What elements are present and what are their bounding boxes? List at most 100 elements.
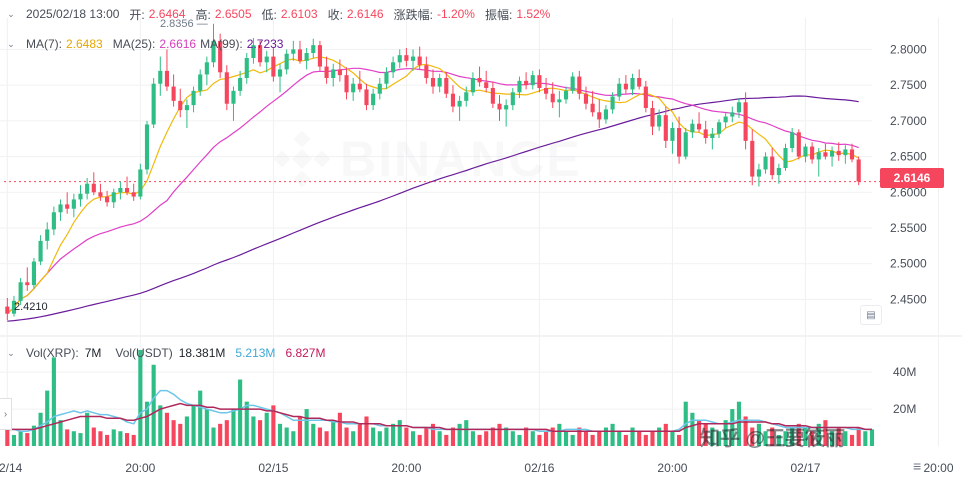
volume-ma10-line [7,402,872,432]
volume-bar [284,427,289,446]
volume-bar [577,427,582,446]
candle-body [284,53,289,70]
volume-bar [204,409,209,446]
time-axis-ticks: 02/14 20:00 02/15 20:00 02/16 20:00 02/17 20:00… [0,461,954,475]
volume-bar [830,431,835,446]
candle-body [696,123,702,130]
candle-body [557,99,562,103]
volume-bar [643,434,648,446]
candle-body [683,132,688,157]
candle-body [111,192,116,203]
candle-body [337,69,342,76]
candle-body [657,115,662,127]
candle-body [351,83,356,93]
candle-body [597,112,602,120]
volume-bar [304,409,309,446]
volume-bar [517,434,522,446]
volume-bar [657,427,662,446]
chevron-down-icon[interactable]: ⌄ [7,38,15,49]
volume-bar [71,431,76,446]
candle-body [763,156,768,170]
volume-bar [770,427,775,446]
candle-body [530,75,535,86]
volume-bar [504,427,509,446]
candle-body [391,62,396,73]
volume-bar [763,431,768,446]
volume-bar [823,420,828,446]
axis-scale-icon[interactable]: ≡ [913,458,922,474]
volume-bar [231,409,236,446]
volume-bar [78,433,83,446]
candle-body [430,78,436,87]
low-value: 2.6103 [280,7,318,21]
candle-body [544,88,549,94]
ma-info-bar: ⌄ MA(7): 2.6483 MA(25): 2.6616 MA(99): 2… [0,34,283,54]
ma25-label: MA(25): [112,37,156,51]
volume-bar [5,429,10,446]
ma99-label: MA(99): [200,37,243,51]
candle-body [71,199,76,209]
volume-bar [783,431,788,446]
volume-ma-lines [7,389,872,432]
candle-body [397,55,402,63]
volume-bar [537,434,542,446]
low-label: 低: [261,7,277,22]
volume-bar [51,357,56,446]
candle-body [450,93,456,107]
chevron-down-icon[interactable]: ⌄ [7,347,15,358]
volusdt-value: 18.381M [178,346,226,360]
candle-body [424,65,429,78]
volume-bar [470,431,475,446]
volume-bar [31,425,36,446]
candle-body [211,40,216,63]
price-tick-label: 2.7500 [890,78,927,92]
current-price-tag: 2.6146 [880,168,944,188]
candle-body [184,105,189,111]
time-tick-label: 02/15 [258,461,288,475]
candle-body [31,261,36,286]
volume-bar [198,390,203,446]
volume-bar [124,433,130,446]
candle-body [783,148,788,168]
price-tick-label: 2.4500 [890,292,927,306]
volume-bar [530,431,535,446]
vol-ma5-value: 5.213M [235,346,276,360]
candle-body [251,45,256,58]
volume-bar [743,416,748,446]
candle-body [264,56,269,63]
candle-body [417,56,422,66]
volume-bar [630,427,635,446]
volume-bar [696,420,702,446]
volume-bar [437,431,442,446]
candle-body [377,83,382,94]
price-tick-label: 2.7000 [890,114,927,128]
candle-body [464,92,469,101]
volume-bar [524,427,529,446]
volume-bar [131,434,136,446]
volume-bar [716,431,722,446]
candle-body [617,83,622,97]
candle-body [258,45,263,63]
volume-bar [138,350,143,446]
candle-body [18,282,23,301]
volume-bar [677,434,682,446]
volume-bar [164,412,170,446]
volume-bar [377,431,382,446]
ma99-value: 2.7233 [246,37,284,51]
candle-body [637,78,642,87]
chevron-down-icon[interactable]: ⌄ [7,8,15,19]
candle-body [743,102,748,141]
expand-arrow-icon[interactable]: › [0,398,12,430]
volume-bar [244,401,249,446]
high-value: 2.6505 [214,7,252,21]
change-label: 涨跌幅: [393,7,433,22]
candle-body [563,90,569,100]
price-axis-ticks: 2.4500 2.5000 2.5500 2.6000 2.6500 2.7000 2.75… [890,42,927,306]
candle-body [630,78,635,90]
settings-icon[interactable]: ▤ [860,305,882,325]
volume-bar [65,429,70,446]
volume-bar [331,420,336,446]
candle-body [643,86,648,108]
high-label: 高: [195,7,211,22]
